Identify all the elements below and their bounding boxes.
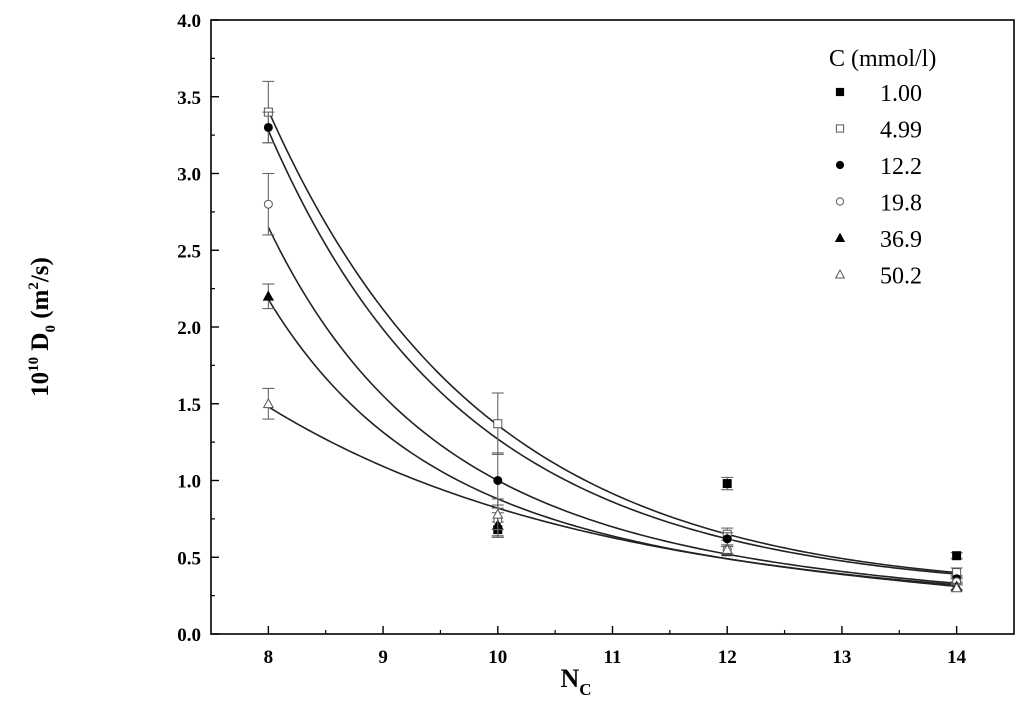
plot-frame xyxy=(210,19,1015,635)
y-axis-title-unit-close: /s) xyxy=(27,257,54,283)
data-point-open-triangle xyxy=(721,543,733,554)
x-tick-label: 8 xyxy=(264,647,274,668)
y-tick-label: 2.5 xyxy=(177,241,201,262)
y-tick-label: 1.5 xyxy=(177,395,201,416)
legend-title: C (mmol/l) xyxy=(829,46,936,72)
legend-entry-label: 1.00 xyxy=(880,81,922,107)
data-point-filled-square xyxy=(835,87,845,97)
x-tick-label: 9 xyxy=(378,647,388,668)
legend-entry-label: 12.2 xyxy=(880,154,922,180)
y-tick-label: 1.0 xyxy=(177,472,201,493)
data-point-open-triangle xyxy=(492,508,504,519)
axis-ticks: 8 9 10 11 12 13 14 0.0 0.5 1.0 1.5 2.0 2.5 3.0 3.5 4.0 xyxy=(177,11,966,668)
data-point-filled-triangle xyxy=(834,232,846,242)
data-point-filled-circle xyxy=(835,160,845,170)
y-tick-label: 3.5 xyxy=(177,88,201,109)
data-point-filled-square xyxy=(952,551,962,561)
fit-curve xyxy=(267,406,957,586)
x-tick-label: 12 xyxy=(718,647,737,668)
y-tick-label: 4.0 xyxy=(177,11,201,32)
data-point-open-square xyxy=(835,124,845,133)
x-axis-title-sub: C xyxy=(579,680,591,699)
y-axis-title: 1010 D0 (m2/s) xyxy=(26,257,59,397)
x-axis-title: NC xyxy=(560,664,591,699)
data-point-filled-triangle xyxy=(262,290,275,301)
fit-curves xyxy=(267,110,957,588)
x-tick-label: 13 xyxy=(832,647,851,668)
fit-curve xyxy=(267,298,957,588)
data-point-open-triangle xyxy=(950,582,963,593)
legend: C (mmol/l) 1.00 4.99 12.2 19.8 36.9 50.2 xyxy=(829,46,936,290)
x-tick-label: 10 xyxy=(488,647,507,668)
data-points xyxy=(262,80,963,593)
y-axis-title-main: D xyxy=(27,333,54,357)
y-axis-title-pre: 10 xyxy=(27,372,54,397)
fit-curve xyxy=(267,110,957,574)
legend-entry-label: 19.8 xyxy=(880,191,922,217)
data-point-open-circle xyxy=(263,199,273,209)
y-axis-title-group: 1010 D0 (m2/s) xyxy=(26,257,59,397)
y-axis-title-unit-open: (m xyxy=(27,289,54,325)
axes xyxy=(210,19,1015,635)
x-tick-label: 14 xyxy=(947,647,967,668)
y-axis-title-unit-sup: 2 xyxy=(26,282,42,290)
data-point-filled-circle xyxy=(263,122,273,132)
data-point-open-circle xyxy=(835,197,845,206)
fit-curve xyxy=(267,226,957,585)
y-tick-label: 3.0 xyxy=(177,165,201,186)
y-tick-label: 2.0 xyxy=(177,318,201,339)
legend-entry-label: 4.99 xyxy=(880,118,922,144)
y-tick-label: 0.5 xyxy=(177,548,201,569)
fit-curve xyxy=(267,130,957,575)
data-point-open-triangle xyxy=(834,269,846,279)
data-point-filled-square xyxy=(722,479,732,489)
x-axis-title-main: N xyxy=(560,664,579,693)
data-point-filled-circle xyxy=(722,534,732,544)
y-axis-title-main-sub: 0 xyxy=(43,325,59,333)
data-point-open-triangle xyxy=(262,397,275,409)
y-axis-title-pre-sup: 10 xyxy=(26,357,42,372)
data-point-filled-circle xyxy=(493,476,503,485)
x-tick-label: 11 xyxy=(604,647,622,668)
y-tick-label: 0.0 xyxy=(177,625,201,646)
legend-entry-label: 50.2 xyxy=(880,264,922,290)
legend-entry-label: 36.9 xyxy=(880,227,922,253)
data-point-open-square xyxy=(493,419,503,429)
